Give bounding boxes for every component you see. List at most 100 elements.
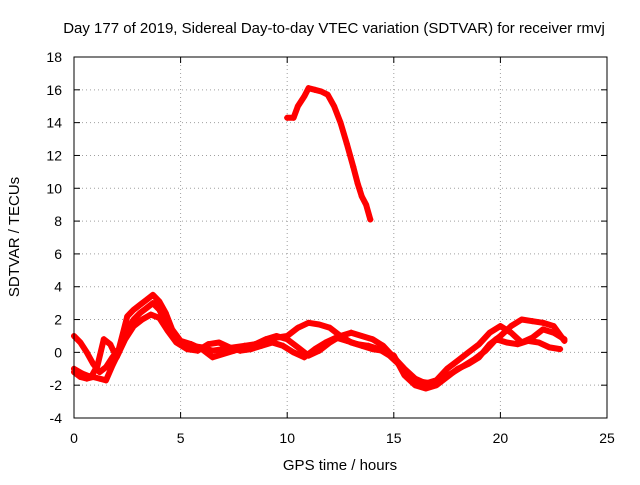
data-point bbox=[83, 349, 90, 356]
data-point bbox=[316, 321, 323, 328]
data-point bbox=[369, 336, 376, 343]
data-point bbox=[350, 163, 357, 170]
x-tick-label: 20 bbox=[493, 430, 509, 446]
data-point bbox=[226, 344, 233, 351]
data-point bbox=[333, 334, 340, 341]
y-tick-label: 2 bbox=[54, 312, 62, 328]
series-track-c bbox=[71, 311, 564, 387]
series-line bbox=[71, 311, 564, 387]
data-point bbox=[284, 114, 291, 121]
data-point bbox=[156, 314, 163, 321]
x-axis-title: GPS time / hours bbox=[283, 457, 397, 474]
data-point bbox=[77, 339, 84, 346]
data-point bbox=[465, 349, 472, 356]
data-point bbox=[550, 329, 557, 336]
data-point bbox=[407, 373, 414, 380]
data-point bbox=[79, 370, 86, 377]
data-point bbox=[493, 336, 500, 343]
data-point bbox=[529, 318, 536, 325]
data-point bbox=[503, 339, 510, 346]
data-point bbox=[450, 369, 457, 376]
data-point bbox=[343, 337, 350, 344]
data-point bbox=[162, 309, 169, 316]
data-point bbox=[358, 193, 365, 200]
x-tick-label: 0 bbox=[70, 430, 78, 446]
data-point bbox=[514, 341, 521, 348]
data-point bbox=[561, 336, 568, 343]
chart-title: Day 177 of 2019, Sidereal Day-to-day VTE… bbox=[63, 20, 605, 37]
data-point bbox=[294, 324, 301, 331]
data-point bbox=[143, 305, 150, 312]
data-point bbox=[535, 339, 542, 346]
data-point bbox=[311, 346, 318, 353]
series-track-high bbox=[284, 85, 374, 223]
data-point bbox=[294, 344, 301, 351]
y-tick-label: 16 bbox=[46, 82, 62, 98]
data-point bbox=[237, 347, 244, 354]
y-tick-label: 6 bbox=[54, 246, 62, 262]
data-point bbox=[331, 103, 338, 110]
data-point bbox=[324, 91, 331, 98]
data-point bbox=[429, 380, 436, 387]
data-point bbox=[540, 319, 547, 326]
x-tick-label: 15 bbox=[386, 430, 402, 446]
data-point bbox=[540, 326, 547, 333]
y-axis-title: SDTVAR / TECUs bbox=[6, 177, 23, 297]
x-tick-label: 5 bbox=[177, 430, 185, 446]
data-point bbox=[220, 351, 227, 358]
data-point bbox=[444, 365, 451, 372]
data-point bbox=[273, 332, 280, 339]
data-point bbox=[358, 332, 365, 339]
data-point bbox=[525, 337, 532, 344]
y-tick-label: 0 bbox=[54, 344, 62, 360]
data-point bbox=[149, 291, 156, 298]
data-point bbox=[397, 362, 404, 369]
y-tick-label: 8 bbox=[54, 213, 62, 229]
data-point bbox=[365, 342, 372, 349]
data-point bbox=[102, 377, 109, 384]
data-point bbox=[137, 309, 144, 316]
data-point bbox=[311, 86, 318, 93]
data-point bbox=[354, 180, 361, 187]
data-point bbox=[318, 88, 325, 95]
data-point bbox=[96, 369, 103, 376]
y-tick-label: -4 bbox=[50, 410, 63, 426]
data-point bbox=[130, 316, 137, 323]
data-point bbox=[305, 319, 312, 326]
data-point bbox=[326, 324, 333, 331]
data-point bbox=[518, 316, 525, 323]
data-point bbox=[209, 347, 216, 354]
tick-marks bbox=[73, 56, 608, 419]
data-point bbox=[508, 323, 515, 330]
data-point bbox=[550, 323, 557, 330]
data-point bbox=[284, 336, 291, 343]
data-point bbox=[194, 347, 201, 354]
series-line bbox=[284, 85, 374, 223]
data-point bbox=[94, 362, 101, 369]
data-point bbox=[113, 354, 120, 361]
data-point bbox=[343, 140, 350, 147]
data-point bbox=[188, 341, 195, 348]
data-point bbox=[209, 354, 216, 361]
data-point bbox=[471, 355, 478, 362]
data-point bbox=[305, 85, 312, 92]
data-point bbox=[418, 378, 425, 385]
data-point bbox=[294, 103, 301, 110]
data-point bbox=[107, 341, 114, 348]
data-point bbox=[322, 339, 329, 346]
data-point bbox=[290, 349, 297, 356]
data-point bbox=[508, 329, 515, 336]
data-point bbox=[215, 339, 222, 346]
y-tick-label: 10 bbox=[46, 180, 62, 196]
data-point bbox=[461, 362, 468, 369]
data-point bbox=[279, 342, 286, 349]
data-point bbox=[380, 342, 387, 349]
data-point bbox=[173, 339, 180, 346]
data-point bbox=[102, 364, 109, 371]
data-point bbox=[290, 114, 297, 121]
data-point bbox=[258, 342, 265, 349]
data-point bbox=[147, 311, 154, 318]
data-point bbox=[557, 346, 564, 353]
data-point bbox=[130, 323, 137, 330]
